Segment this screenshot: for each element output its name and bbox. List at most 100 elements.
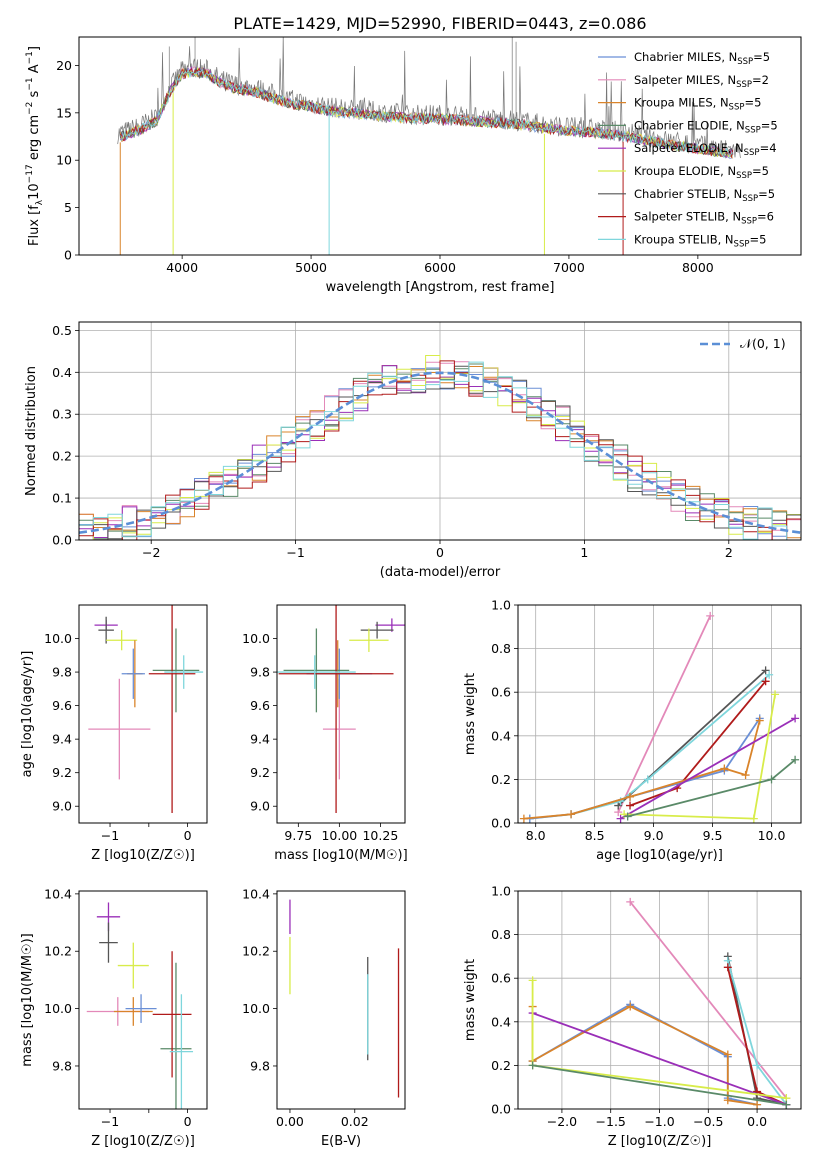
y-tick-label: 9.8 [250,1058,270,1073]
y-tick-label: 0.6 [491,971,511,986]
series-line-salp_miles [617,615,712,813]
series-marker-chab_stelib [614,801,623,810]
axes-frame [78,890,208,1110]
axes-frame [276,604,406,824]
series-marker-salp_miles [706,611,715,620]
age_vs_mass-panel: 9.75 10.00 10.25 9.0 9.2 9.4 9.6 9.8 10.0 mass [l… [242,604,408,863]
axes-frame [78,321,802,541]
x-tick-label: 9.75 [284,828,312,843]
legend-label-krou_stelib: Kroupa STELIB, NSSP=5 [634,232,766,249]
x-tick-label: 8.0 [526,828,546,843]
y-tick-label: 0.3 [52,407,72,422]
series-marker-krou_elodie [771,690,780,699]
mass_vs_ebv-panel: 0.00 0.02 9.8 10.0 10.2 10.4 E(B-V) [242,886,406,1149]
x-tick-label: −0.5 [693,1114,723,1129]
series-marker-krou_miles [519,814,528,823]
series-lines [528,897,791,1109]
series-marker-krou_miles [755,716,764,725]
y-tick-label: 1.0 [491,884,511,899]
y-tick-label: 5 [64,200,72,215]
series-line-chab_elodie [627,759,796,818]
x-axis-label: age [log10(age/yr)] [596,848,723,863]
series-marker-salp_miles [626,897,635,906]
series-marker-salp_stelib [626,801,635,810]
x-axis-label: wavelength [Angstrom, rest frame] [326,280,555,295]
x-tick-label: 0 [436,545,444,560]
x-tick-label: 0.0 [747,1114,767,1129]
histogram-krou_stelib [79,361,801,540]
y-tick-label: 0.0 [52,533,72,548]
x-axis-label: Z [log10(Z/Z☉)] [91,1134,195,1149]
x-tick-label: 0 [184,828,192,843]
legend-label-gaussian: 𝒩(0, 1) [740,336,786,351]
legend-label-chab_elodie: Chabrier ELODIE, NSSP=5 [634,118,778,135]
x-axis-label: mass [log10(M/M☉)] [274,848,407,863]
series-marker-krou_stelib [753,1061,762,1070]
series-marker-chab_elodie [623,812,632,821]
y-tick-label: 9.4 [250,732,270,747]
model-line-krou_stelib [120,67,734,159]
y-tick-label: 0.5 [52,323,72,338]
axes-frame [78,604,208,824]
series-marker-krou_stelib [643,775,652,784]
spectrum-panel: 4000 5000 6000 7000 8000 0 5 10 15 20 wavelength [… [25,36,802,295]
x-tick-label: 0.00 [276,1114,304,1129]
y-tick-label: 9.4 [52,732,72,747]
y-tick-label: 9.6 [52,698,72,713]
y-tick-label: 0.2 [491,1058,511,1073]
y-axis-label: Normed distribution [24,366,39,496]
x-axis-label: Z [log10(Z/Z☉)] [608,1134,712,1149]
y-axis-label: age [log10(age/yr)] [20,651,35,778]
y-tick-label: 10.2 [44,944,72,959]
y-tick-label: 10.4 [242,886,270,901]
histograms [79,355,801,540]
x-tick-label: 1 [580,545,588,560]
x-tick-label: 10.25 [362,828,398,843]
x-tick-label: 10.0 [758,828,786,843]
y-tick-label: 0.8 [491,927,511,942]
x-tick-label: 8.5 [585,828,605,843]
y-tick-label: 0.2 [52,449,72,464]
axes-frame [517,604,802,824]
y-tick-label: 0.4 [52,365,72,380]
x-tick-label: −1 [101,828,119,843]
mass_weight_vs_age-panel: 8.0 8.5 9.0 9.5 10.0 0.0 0.2 0.4 0.6 0.8 1.0 age [l… [463,598,802,863]
x-tick-label: 0.02 [341,1114,369,1129]
series-marker-krou_miles [567,810,576,819]
x-tick-label: −1 [101,1114,119,1129]
y-tick-label: 10.4 [44,886,72,901]
y-tick-label: 10.0 [242,631,270,646]
series-marker-krou_miles [741,771,750,780]
series-marker-krou_miles [723,1050,732,1059]
x-tick-label: −1.5 [596,1114,626,1129]
y-axis-label: mass weight [463,959,478,1041]
y-tick-label: 0.4 [491,1014,511,1029]
y-tick-label: 0.1 [52,491,72,506]
series-marker-krou_elodie [528,976,537,985]
x-tick-label: 4000 [166,260,198,275]
x-tick-label: −1 [286,545,304,560]
series-marker-chab_stelib [761,666,770,675]
legend-label-salp_elodie: Salpeter ELODIE, NSSP=4 [634,141,777,158]
series-marker-salp_elodie [616,814,625,823]
y-tick-label: 10 [56,153,72,168]
x-axis-label: (data-model)/error [380,565,501,580]
series-marker-krou_miles [626,792,635,801]
axes-frame [276,890,406,1110]
errorbars [86,902,194,1109]
legend-label-chab_miles: Chabrier MILES, NSSP=5 [634,50,770,67]
y-tick-label: 0.8 [491,641,511,656]
y-tick-label: 0.4 [491,728,511,743]
series-marker-salp_stelib [723,963,732,972]
y-tick-label: 9.0 [250,799,270,814]
mass_weight_vs_Z-panel: −2.0 −1.5 −1.0 −0.5 0.0 0.0 0.2 0.4 0.6 0.8 1.0 Z [… [463,884,802,1149]
y-tick-label: 0.0 [491,816,511,831]
y-tick-label: 10.2 [242,944,270,959]
axes-frame [517,890,802,1110]
y-tick-label: 9.6 [250,698,270,713]
spectrum-legend: Chabrier MILES, NSSP=5 Salpeter MILES, NS… [598,50,778,249]
y-tick-label: 0 [64,248,72,263]
x-tick-label: −2.0 [547,1114,577,1129]
series-marker-chab_elodie [782,1100,791,1109]
x-tick-label: 10.00 [321,828,357,843]
